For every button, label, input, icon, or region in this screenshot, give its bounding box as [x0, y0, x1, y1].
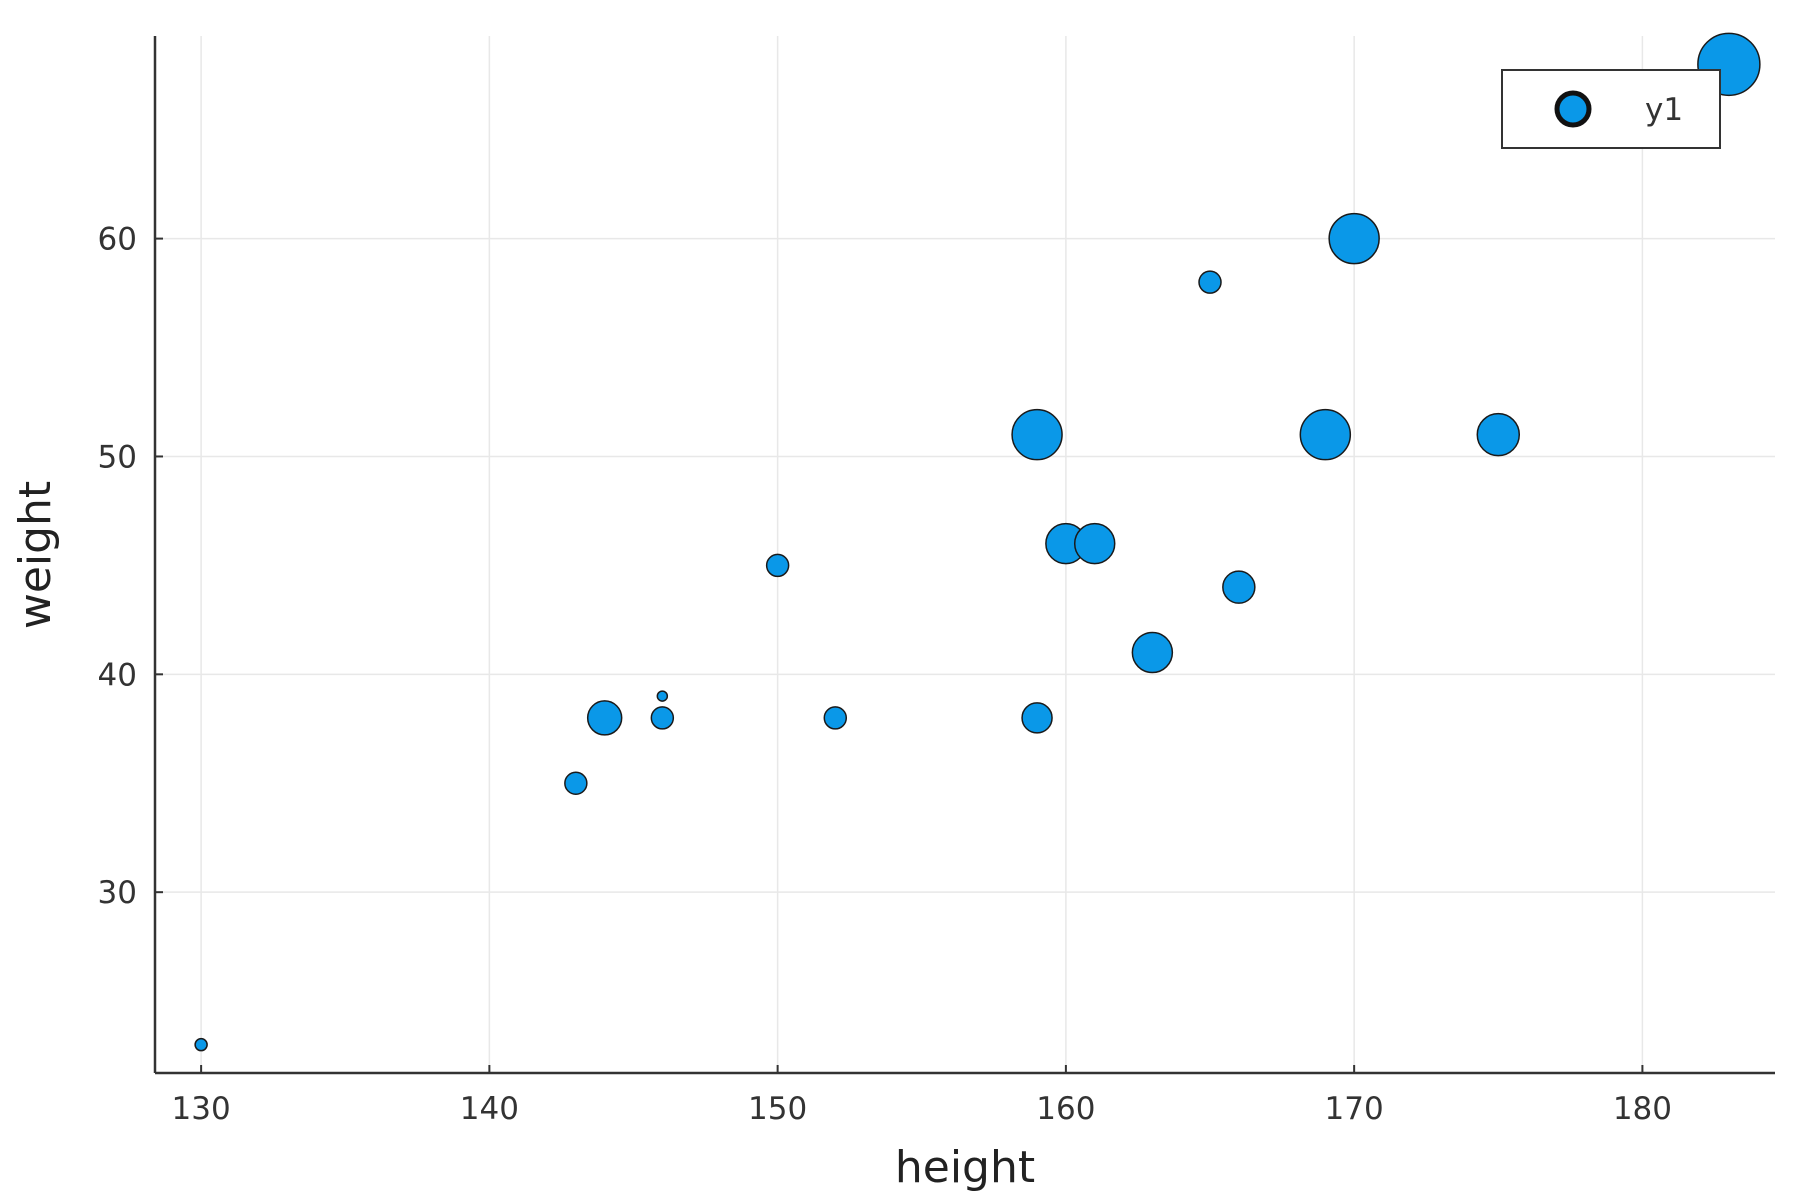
data-point	[564, 771, 588, 795]
legend-marker	[1554, 90, 1592, 128]
axes	[153, 36, 1775, 1075]
data-point	[1328, 212, 1380, 265]
x-axis-title: height	[895, 1142, 1035, 1193]
legend: y1	[1501, 69, 1721, 149]
y-tick-label: 30	[98, 875, 137, 911]
x-tick-label: 150	[748, 1091, 807, 1127]
data-point	[1198, 270, 1222, 294]
data-point	[1222, 570, 1256, 604]
data-point	[1299, 408, 1352, 461]
x-tick-label: 130	[172, 1091, 231, 1127]
x-tick-label: 170	[1325, 1091, 1384, 1127]
x-tick-label: 160	[1036, 1091, 1095, 1127]
data-point	[650, 706, 675, 730]
data-point	[1073, 522, 1116, 565]
data-point	[1131, 631, 1174, 674]
y-tick-label: 40	[98, 657, 137, 693]
y-tick-label: 60	[98, 222, 137, 258]
data-point	[194, 1037, 208, 1052]
data-point	[1011, 408, 1063, 461]
axis-ticks: 130 140 150 160 170 180 30 40 50 60	[98, 222, 1672, 1127]
data-point	[1021, 702, 1053, 734]
y-tick-label: 50	[98, 439, 137, 475]
x-tick-label: 180	[1613, 1091, 1672, 1127]
y-axis-title: weight	[10, 481, 61, 629]
data-point	[586, 700, 623, 736]
grid-lines	[155, 36, 1775, 1073]
legend-box	[1501, 69, 1721, 149]
x-tick-label: 140	[460, 1091, 519, 1127]
data-point	[823, 706, 848, 730]
data-point	[656, 690, 669, 702]
legend-label: y1	[1645, 92, 1683, 128]
data-point	[1476, 412, 1521, 457]
data-point	[765, 553, 790, 578]
